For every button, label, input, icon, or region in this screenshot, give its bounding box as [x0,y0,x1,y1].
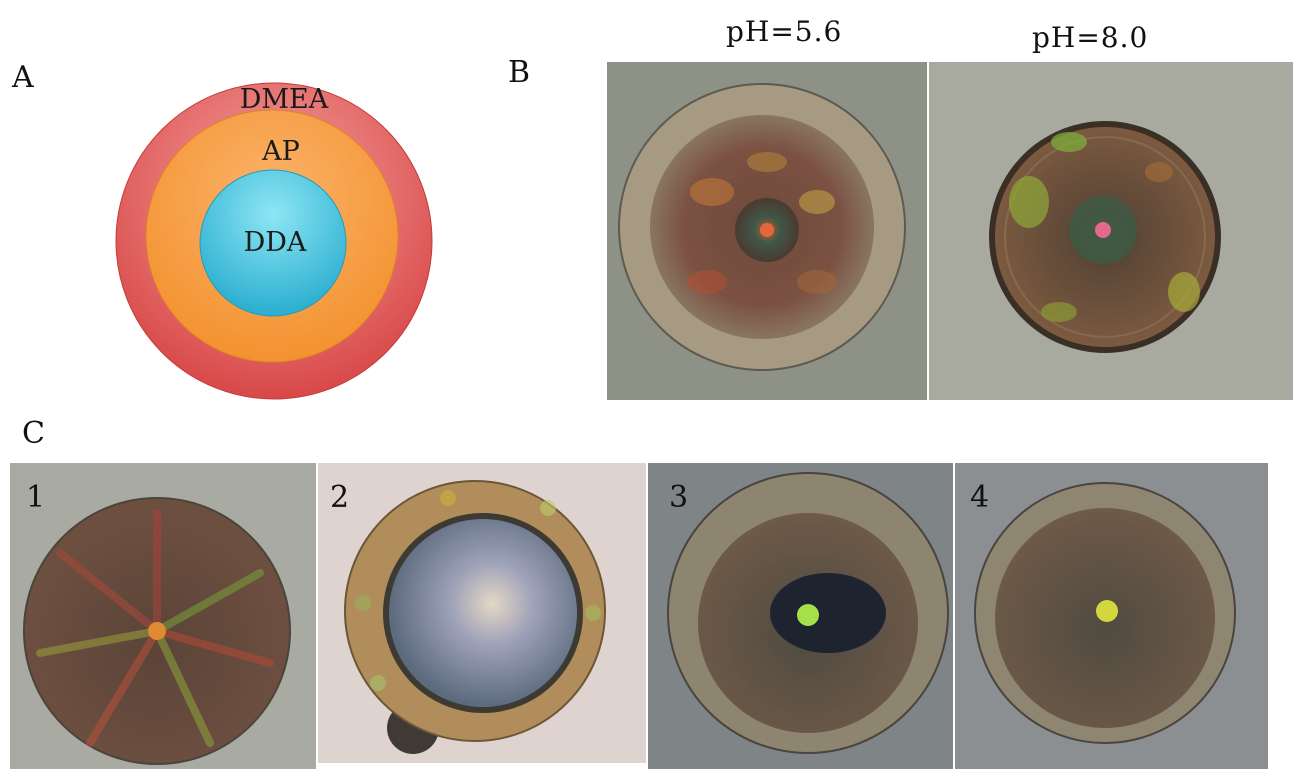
image-number-2: 2 [330,480,350,515]
caption-ph-5-6: pH=5.6 [726,15,843,48]
micrograph-c4 [955,463,1268,769]
inner-layer-circle [199,169,347,317]
middle-layer-label: AP [262,136,300,167]
panel-label-b: B [508,55,531,90]
micrograph-ph-5-6 [607,62,927,400]
micrograph-c2 [318,463,646,763]
panel-label-c: C [22,416,45,451]
outer-layer-label: DMEA [239,84,329,115]
micrograph-c1 [10,463,316,769]
inner-layer-label: DDA [243,227,307,258]
micrograph-c3 [648,463,953,769]
caption-ph-8-0: pH=8.0 [1032,21,1149,54]
layer-diagram [112,78,437,403]
image-number-1: 1 [26,480,46,515]
panel-label-a: A [12,60,34,95]
layer-diagram-svg [115,82,433,400]
image-number-4: 4 [970,480,990,515]
micrograph-ph-8-0 [929,62,1293,400]
image-number-3: 3 [669,480,689,515]
